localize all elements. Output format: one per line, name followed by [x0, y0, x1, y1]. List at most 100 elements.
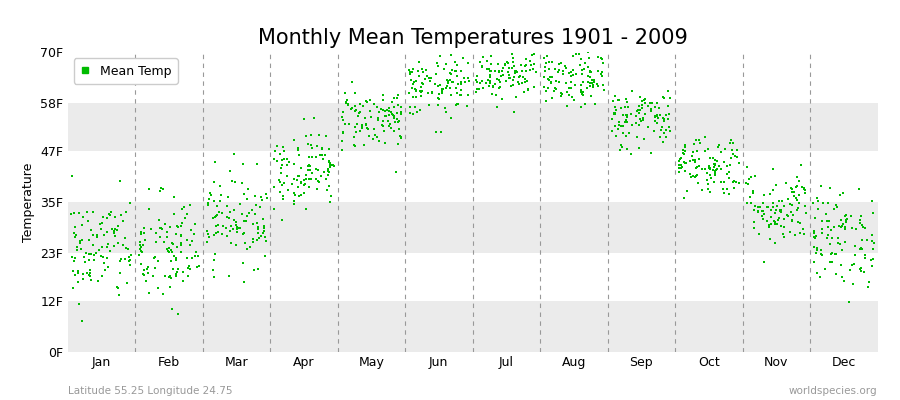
Point [68, 272, 82, 278]
Point [576, 92, 590, 99]
Point [742, 176, 757, 182]
Point [526, 83, 541, 90]
Point [227, 217, 241, 223]
Point [767, 218, 781, 224]
Point [363, 108, 377, 114]
Point [213, 192, 228, 198]
Point [791, 200, 806, 207]
Point [119, 245, 133, 252]
Point [707, 160, 722, 167]
Point [118, 256, 132, 263]
Point [438, 109, 453, 115]
Point [522, 66, 536, 73]
Point [521, 87, 535, 93]
Point [806, 234, 821, 240]
Point [134, 228, 148, 235]
Point [834, 223, 849, 230]
Point [495, 96, 509, 102]
Point [168, 271, 183, 278]
Point [454, 92, 468, 98]
Point [387, 128, 401, 134]
Point [688, 174, 702, 180]
Point [356, 103, 370, 109]
Point [657, 116, 671, 123]
Point [338, 121, 352, 127]
Point [277, 156, 292, 162]
Point [120, 279, 134, 286]
Point [830, 204, 844, 211]
Point [246, 236, 260, 242]
Point [548, 65, 562, 72]
Point [576, 89, 590, 95]
Point [541, 41, 555, 48]
Point [709, 158, 724, 164]
Point [444, 92, 458, 98]
Point [845, 281, 859, 287]
Point [176, 220, 190, 226]
Point [608, 104, 622, 110]
Point [431, 95, 446, 101]
Point [384, 109, 399, 115]
Point [629, 120, 643, 126]
Point [148, 265, 162, 272]
Point [222, 168, 237, 175]
Point [454, 79, 468, 86]
Point [454, 67, 469, 74]
Point [799, 209, 814, 216]
Point [619, 112, 634, 118]
Point [506, 35, 520, 41]
Point [677, 151, 691, 157]
Point [412, 59, 427, 66]
Point [451, 81, 465, 88]
Point [336, 130, 350, 136]
Point [256, 216, 271, 222]
Point [644, 106, 659, 112]
Point [310, 186, 324, 193]
Point [816, 200, 831, 206]
Point [491, 68, 506, 74]
Point [827, 205, 842, 212]
Point [554, 91, 569, 98]
Point [651, 115, 665, 122]
Point [482, 66, 496, 72]
Point [382, 105, 396, 112]
Point [191, 253, 205, 259]
Point [612, 119, 626, 126]
Point [287, 190, 302, 196]
Point [390, 110, 404, 116]
Point [342, 121, 356, 128]
Point [504, 65, 518, 72]
Point [208, 159, 222, 166]
Point [638, 96, 652, 102]
Point [730, 147, 744, 153]
Bar [68, 52, 878, 104]
Point [230, 221, 244, 228]
Point [838, 239, 852, 246]
Point [568, 48, 582, 54]
Point [831, 240, 845, 246]
Point [86, 208, 100, 215]
Point [492, 77, 507, 84]
Point [527, 61, 542, 68]
Point [335, 114, 349, 120]
Point [832, 241, 847, 248]
Point [71, 270, 86, 276]
Point [773, 206, 788, 213]
Point [786, 212, 800, 218]
Point [833, 262, 848, 268]
Point [608, 132, 623, 139]
Point [445, 52, 459, 58]
Point [677, 195, 691, 201]
Point [233, 225, 248, 232]
Point [302, 163, 316, 170]
Point [485, 91, 500, 98]
Point [722, 190, 736, 197]
Point [141, 206, 156, 212]
Point [569, 51, 583, 57]
Point [311, 132, 326, 138]
Point [644, 108, 658, 114]
Point [763, 213, 778, 220]
Point [635, 98, 650, 105]
Point [208, 214, 222, 220]
Point [443, 70, 457, 76]
